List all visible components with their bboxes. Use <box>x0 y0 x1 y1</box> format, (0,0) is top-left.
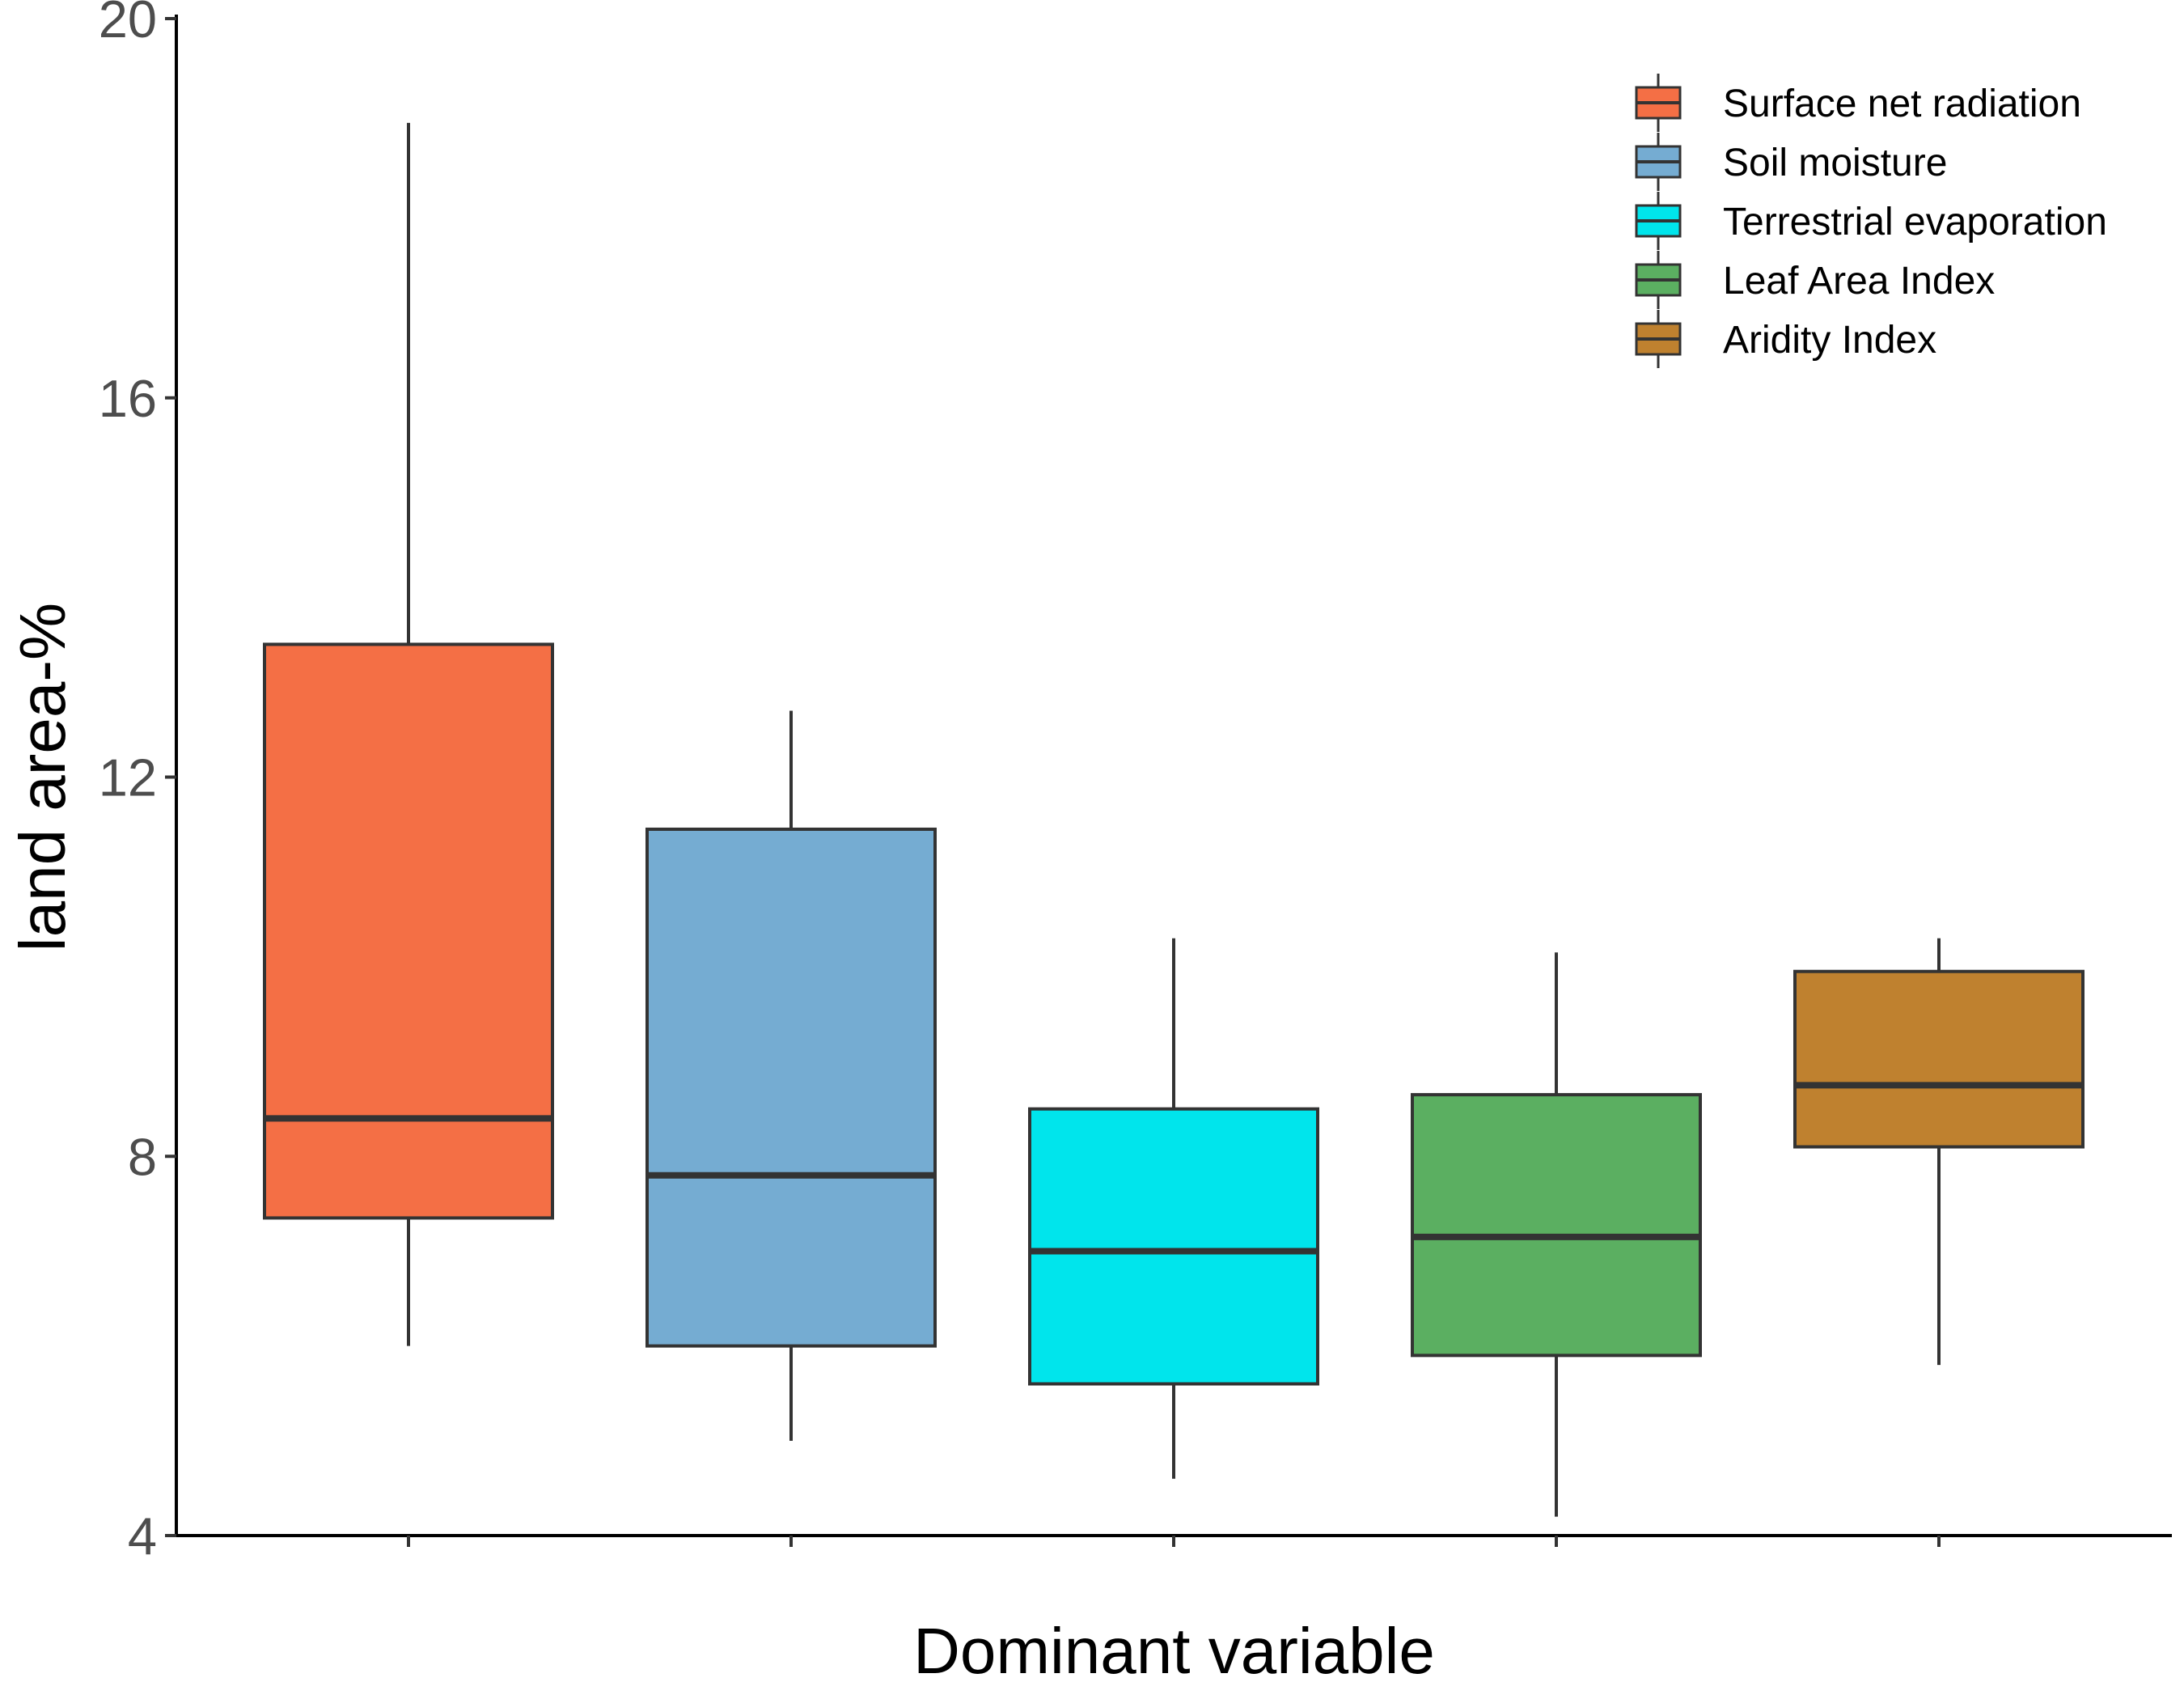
box-body <box>263 642 554 1220</box>
box-3 <box>1028 938 1319 1479</box>
legend-label: Surface net radiation <box>1723 83 2081 125</box>
legend: Surface net radiation Soil moisture Terres… <box>1635 74 2107 368</box>
y-axis-title: land area-% <box>6 603 78 951</box>
box-body <box>1793 969 2085 1149</box>
box-5 <box>1793 938 2085 1366</box>
legend-item: Aridity Index <box>1635 310 1936 368</box>
x-axis-title: Dominant variable <box>913 1615 1435 1687</box>
legend-label: Aridity Index <box>1723 319 1936 362</box>
y-tick-label: 8 <box>128 1127 157 1186</box>
x-axis-ticks <box>407 1536 1941 1547</box>
y-axis-ticks: 4 8 12 16 20 <box>99 0 176 1566</box>
legend-label: Soil moisture <box>1723 142 1947 184</box>
legend-label: Leaf Area Index <box>1723 260 1995 303</box>
box-4 <box>1411 952 1702 1517</box>
y-tick-label: 12 <box>99 748 157 807</box>
box-body <box>1411 1093 1702 1358</box>
box-body <box>1028 1107 1319 1386</box>
plot-area <box>263 122 2085 1517</box>
box-2 <box>645 710 937 1441</box>
legend-item: Soil moisture <box>1635 133 1947 191</box>
box-body <box>645 827 937 1348</box>
legend-label: Terrestrial evaporation <box>1723 201 2107 244</box>
legend-item: Surface net radiation <box>1635 74 2081 132</box>
y-tick-label: 16 <box>99 369 157 428</box>
legend-item: Leaf Area Index <box>1635 251 1995 309</box>
y-tick-label: 20 <box>99 0 157 49</box>
legend-item: Terrestrial evaporation <box>1635 192 2107 250</box>
box-1 <box>263 122 554 1346</box>
y-tick-label: 4 <box>128 1506 157 1566</box>
